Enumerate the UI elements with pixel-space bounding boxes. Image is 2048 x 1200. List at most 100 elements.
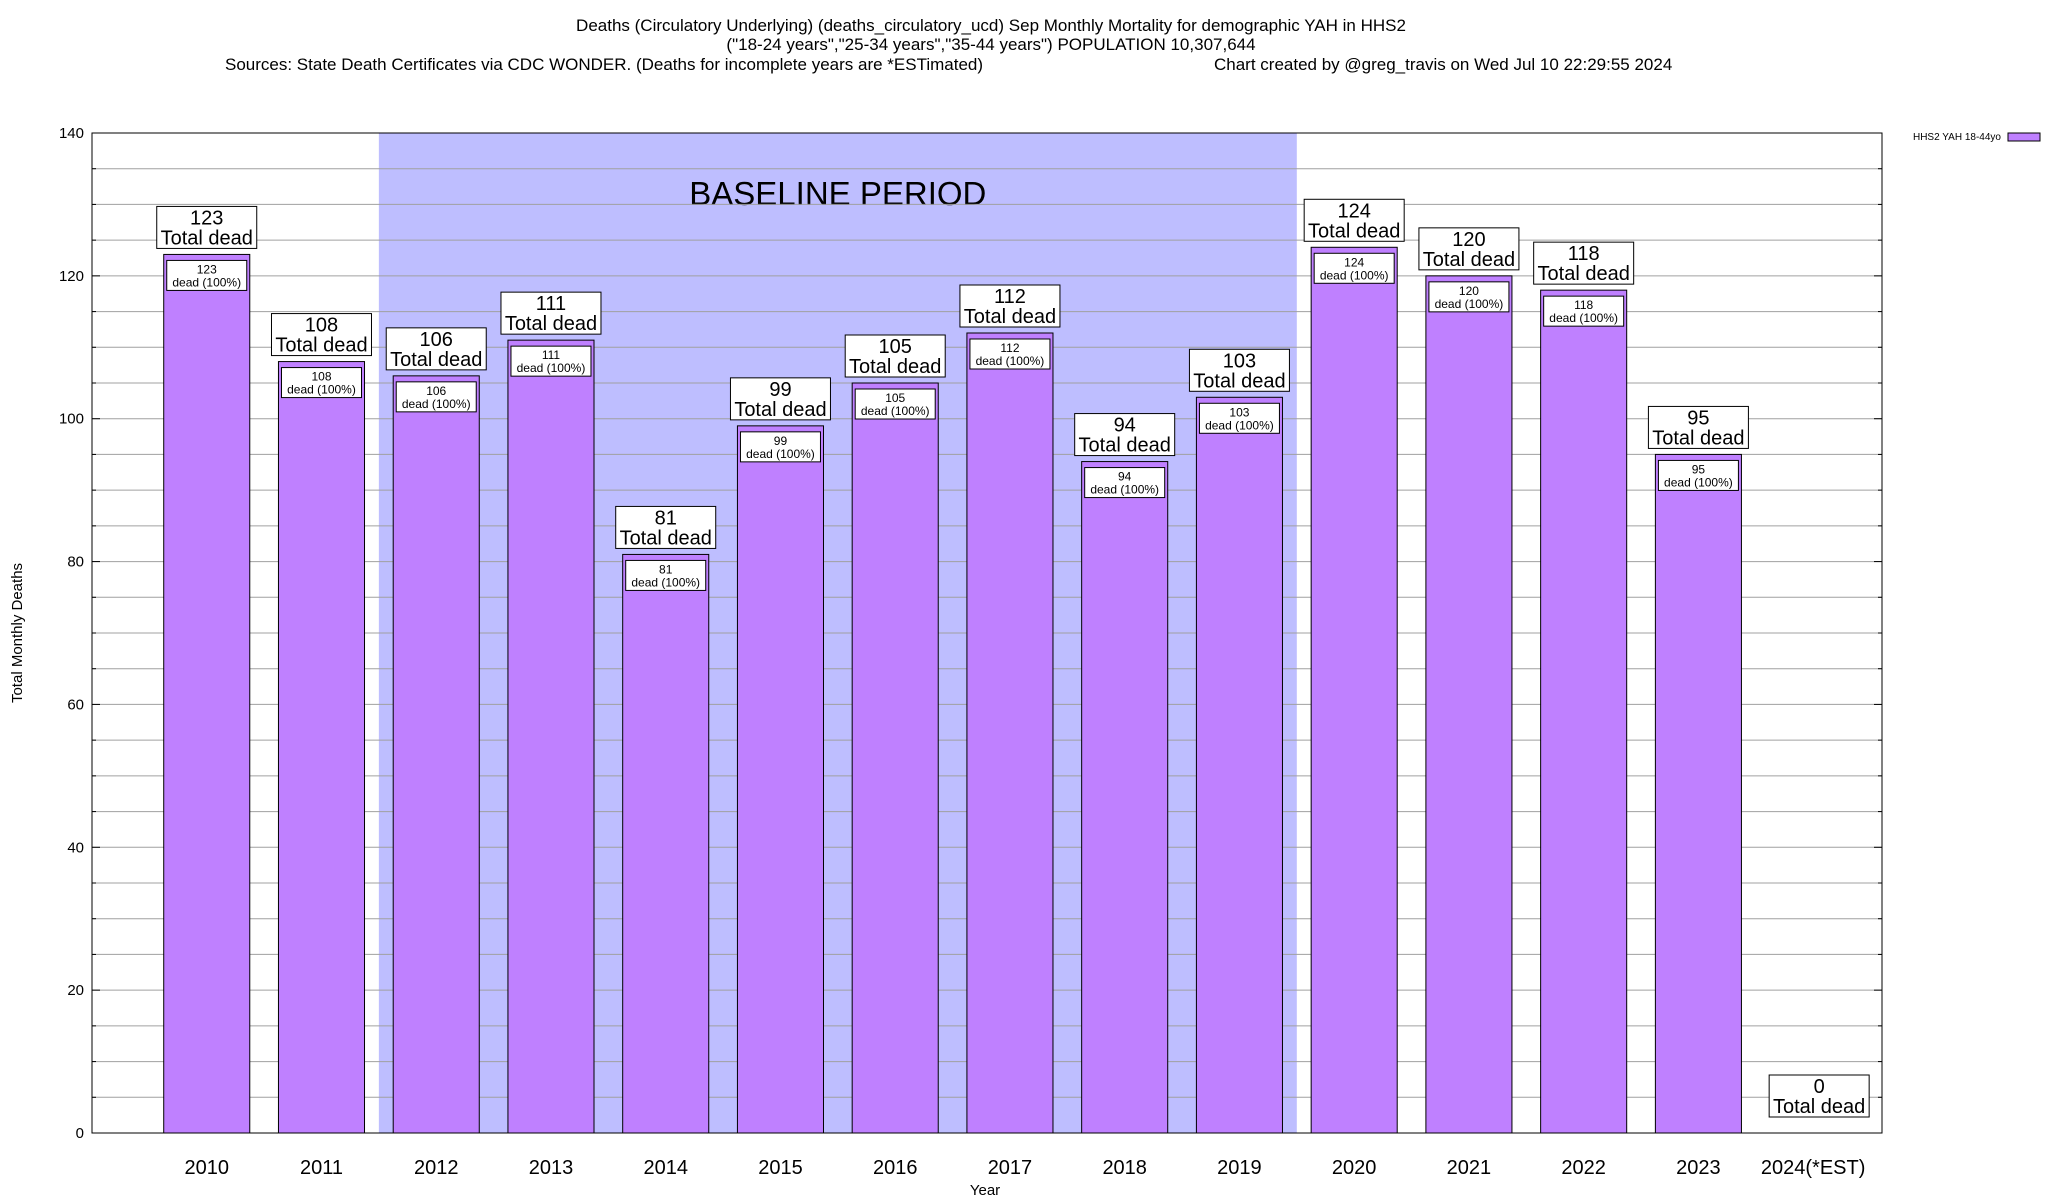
bar-inner-label-box xyxy=(166,259,248,291)
bar-inner-label-box xyxy=(280,367,362,399)
x-axis-label: Year xyxy=(970,1182,1000,1199)
bar-inner-label: 81 dead (100%) xyxy=(631,562,700,589)
bar-inner-label: 106 dead (100%) xyxy=(402,384,471,411)
bar-inner-label-box xyxy=(1313,252,1395,284)
bar-outer-label-box xyxy=(1303,198,1405,242)
y-axis-label: Total Monthly Deaths xyxy=(9,563,26,703)
bar xyxy=(277,361,366,1134)
bar-outer-label: 123 Total dead xyxy=(161,207,253,249)
x-tick-label: 2015 xyxy=(758,1157,803,1179)
bar xyxy=(1310,246,1398,1134)
y-tick-label: 120 xyxy=(59,268,84,285)
y-tick-label: 40 xyxy=(67,839,84,856)
y-tick-label: 80 xyxy=(67,554,84,571)
bar xyxy=(1654,453,1742,1134)
bar-inner-label: 111 dead (100%) xyxy=(517,348,586,375)
x-tick-label: 2020 xyxy=(1332,1157,1377,1179)
title-line-4: Chart created by @greg_travis on Wed Jul… xyxy=(1214,55,1672,74)
bar-outer-label-box xyxy=(1074,413,1176,457)
title-line-3: Sources: State Death Certificates via CD… xyxy=(225,55,983,74)
bar-outer-label: 108 Total dead xyxy=(275,315,367,357)
bar-inner-label: 124 dead (100%) xyxy=(1320,255,1389,282)
bar-outer-label: 94 Total dead xyxy=(1079,415,1171,457)
x-tick-label: 2016 xyxy=(873,1157,918,1179)
bar-outer-label-box xyxy=(385,327,487,371)
bar xyxy=(851,382,939,1134)
bar-inner-label-box xyxy=(1084,467,1166,499)
bar-outer-label-box xyxy=(500,291,602,335)
title-line-1: Deaths (Circulatory Underlying) (deaths_… xyxy=(576,16,1406,35)
bar-outer-label: 120 Total dead xyxy=(1423,229,1515,271)
bar-outer-label: 118 Total dead xyxy=(1538,243,1630,285)
bar-inner-label: 108 dead (100%) xyxy=(287,370,356,397)
bar-outer-label-box xyxy=(1188,348,1290,392)
bar xyxy=(507,339,595,1134)
bar-outer-label-box xyxy=(615,505,717,549)
bar-inner-label-box xyxy=(1657,459,1739,491)
x-tick-label: 2011 xyxy=(300,1157,343,1179)
x-tick-label: 2014 xyxy=(643,1157,688,1179)
y-tick-label: 20 xyxy=(67,982,84,999)
x-tick-label: 2012 xyxy=(414,1157,459,1179)
x-tick-label: 2021 xyxy=(1447,1157,1492,1179)
bar-outer-label-box xyxy=(959,284,1061,328)
bar-inner-label-box xyxy=(510,345,592,377)
x-tick-label: 2013 xyxy=(529,1157,574,1179)
bar-outer-label: 106 Total dead xyxy=(390,329,482,371)
bar-inner-label: 95 dead (100%) xyxy=(1664,462,1733,489)
bar-inner-label-box xyxy=(969,338,1051,370)
bar xyxy=(392,375,480,1134)
bar-outer-label: 81 Total dead xyxy=(620,507,712,549)
baseline-label: BASELINE PERIOD xyxy=(689,175,986,212)
bar-inner-label: 99 dead (100%) xyxy=(746,434,815,461)
bar-outer-label-box xyxy=(1418,227,1520,271)
axis-layer: Total Monthly Deaths Year 0 20 40 60 80 100 12… xyxy=(9,125,1882,1199)
bar-inner-label: 120 dead (100%) xyxy=(1435,284,1504,311)
bar-outer-label: 95 Total dead xyxy=(1652,407,1744,449)
y-tick-label: 100 xyxy=(59,411,84,428)
x-tick-label: 2010 xyxy=(184,1157,229,1179)
bar-inner-label: 105 dead (100%) xyxy=(861,391,930,418)
legend-swatch xyxy=(2007,132,2041,142)
bar-outer-label: 112 Total dead xyxy=(964,286,1056,328)
y-tick-label: 60 xyxy=(67,696,84,713)
bar-outer-label-box xyxy=(270,313,372,357)
bar-outer-label: 105 Total dead xyxy=(849,336,941,378)
bar xyxy=(163,253,251,1134)
bar-inner-label: 103 dead (100%) xyxy=(1205,405,1274,432)
bar-outer-label-box xyxy=(729,377,831,421)
chart-titles: Deaths (Circulatory Underlying) (deaths_… xyxy=(225,16,1672,74)
bar-outer-label-box xyxy=(844,334,946,378)
bar-inner-label-box xyxy=(1428,281,1510,313)
title-line-2: ("18-24 years","25-34 years","35-44 year… xyxy=(726,35,1255,54)
bar-outer-label: 124 Total dead xyxy=(1308,200,1400,242)
y-tick-label: 140 xyxy=(59,125,84,142)
x-tick-label: 2023 xyxy=(1676,1157,1721,1179)
bar-outer-label-box xyxy=(1533,241,1635,285)
x-tick-label: 2017 xyxy=(988,1157,1033,1179)
bar-outer-label-box xyxy=(156,205,258,249)
bar-outer-label: 111 Total dead xyxy=(505,293,597,335)
bar xyxy=(736,425,824,1134)
bar-inner-label-box xyxy=(625,559,707,591)
bar-inner-label: 123 dead (100%) xyxy=(172,262,241,289)
bar-inner-label: 112 dead (100%) xyxy=(976,341,1045,368)
bar-inner-label: 118 dead (100%) xyxy=(1549,298,1618,325)
bar xyxy=(1540,289,1628,1134)
bar-inner-label: 94 dead (100%) xyxy=(1090,470,1159,497)
legend-label: HHS2 YAH 18-44yo xyxy=(1913,132,2001,143)
bar-inner-label-box xyxy=(854,388,936,420)
bar-inner-label-box xyxy=(395,381,477,413)
bars-layer: 123 dead (100%) 123 Total dead 108 dead (100%… xyxy=(156,198,1870,1134)
legend: HHS2 YAH 18-44yo xyxy=(1913,132,2041,143)
bar-outer-label: 0 Total dead xyxy=(1773,1076,1865,1118)
bar-outer-label: 99 Total dead xyxy=(734,379,826,421)
x-tick-label: 2022 xyxy=(1561,1157,1606,1179)
bar-outer-label-box xyxy=(1768,1074,1870,1118)
bar xyxy=(1081,461,1169,1134)
bar-outer-label-box xyxy=(1647,405,1749,449)
bar-inner-label-box xyxy=(1198,402,1280,434)
bar-outer-label: 103 Total dead xyxy=(1193,350,1285,392)
bar-inner-label-box xyxy=(1543,295,1625,327)
